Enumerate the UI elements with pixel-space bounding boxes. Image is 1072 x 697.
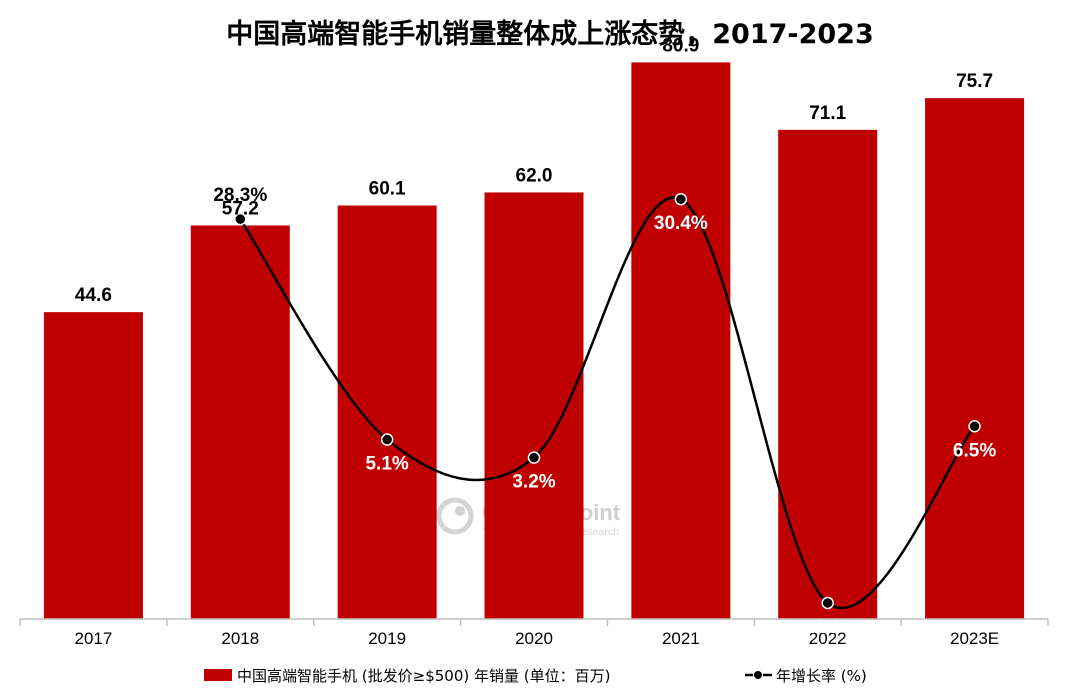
bar-value-label: 44.6 bbox=[75, 285, 112, 306]
bar-2020 bbox=[484, 192, 584, 619]
bar-value-label: 71.1 bbox=[809, 103, 846, 124]
growth-rate-point bbox=[380, 433, 394, 446]
growth-rate-line bbox=[239, 196, 976, 610]
growth-rate-label: 6.5% bbox=[953, 440, 996, 461]
bar-2022 bbox=[778, 129, 878, 619]
bar-2021 bbox=[631, 62, 731, 619]
growth-rate-point bbox=[527, 451, 541, 464]
growth-rate-label: 3.2% bbox=[512, 472, 555, 493]
growth-rate-point bbox=[674, 192, 688, 206]
growth-rate-label: 30.4% bbox=[654, 213, 708, 234]
x-tick-label: 2023E bbox=[950, 629, 999, 648]
bar-2023E bbox=[925, 98, 1025, 619]
bar-value-label: 75.7 bbox=[956, 71, 993, 92]
legend-bar-swatch bbox=[204, 669, 232, 681]
x-tick-label: 2019 bbox=[368, 629, 406, 648]
legend-line-marker bbox=[753, 670, 763, 680]
bar-value-label: 62.0 bbox=[516, 165, 553, 186]
legend-line-label: 年增长率 (%) bbox=[776, 667, 867, 685]
x-tick-label: 2020 bbox=[515, 629, 553, 648]
x-tick-label: 2017 bbox=[75, 629, 113, 648]
growth-rate-point bbox=[821, 596, 834, 610]
bar-series bbox=[43, 62, 1025, 620]
growth-rate-label: 5.1% bbox=[365, 454, 408, 475]
bar-value-label: 57.2 bbox=[222, 198, 259, 219]
growth-rate-point bbox=[234, 212, 247, 226]
x-tick-label: 2021 bbox=[662, 629, 700, 648]
legend: 中国高端智能手机 (批发价≥$500) 年销量 (单位：百万) 年增长率 (%) bbox=[204, 667, 867, 685]
bar-2017 bbox=[43, 312, 143, 619]
data-labels: 44.6 57.2 60.1 62.0 80.9 71.1 75.7 28.3% 5.1% 3.2… bbox=[75, 35, 996, 638]
x-tick-label: 2022 bbox=[809, 629, 847, 648]
watermark-logo-icon bbox=[436, 497, 474, 535]
bar-value-label: 60.1 bbox=[369, 179, 406, 200]
growth-rate-label: -12.1% bbox=[798, 617, 858, 638]
legend-bar-label: 中国高端智能手机 (批发价≥$500) 年销量 (单位：百万) bbox=[237, 667, 610, 685]
growth-rate-label: 28.3% bbox=[213, 185, 267, 206]
growth-rate-point bbox=[968, 420, 981, 433]
growth-rate-series bbox=[234, 192, 981, 610]
bar-2019 bbox=[337, 205, 437, 619]
bar-value-label: 80.9 bbox=[662, 35, 699, 56]
watermark-logo-dot-icon bbox=[455, 506, 465, 516]
x-tick-label: 2018 bbox=[221, 629, 259, 648]
bar-2018 bbox=[190, 225, 290, 620]
chart-title: 中国高端智能手机销量整体成上涨态势，2017-2023 bbox=[226, 18, 874, 50]
x-axis: 2017 2018 2019 2020 2021 2022 2023E bbox=[19, 618, 1049, 648]
